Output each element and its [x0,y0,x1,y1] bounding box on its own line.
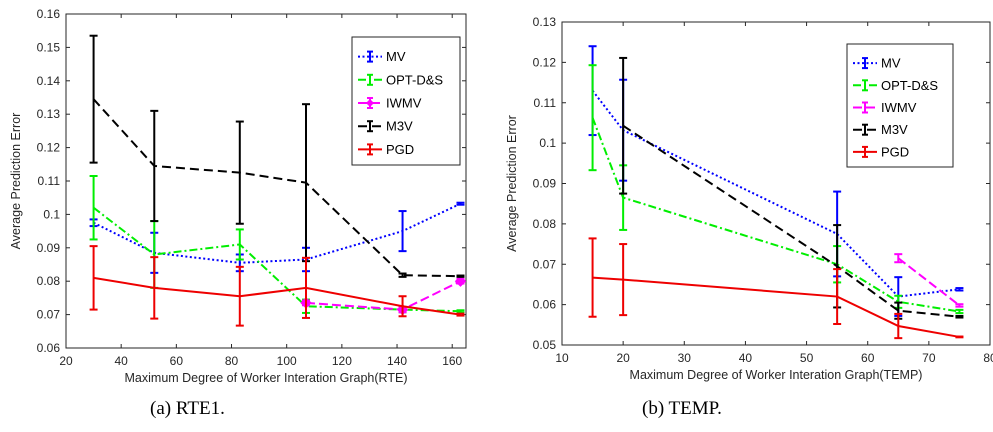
legend-label: IWMV [881,100,917,115]
y-tick-label: 0.13 [533,15,557,29]
data-point [454,275,467,287]
y-tick-label: 0.11 [38,174,61,188]
y-tick-label: 0.08 [533,217,557,231]
y-tick-label: 0.1 [43,207,60,221]
y-tick-label: 0.15 [37,40,61,54]
y-tick-label: 0.08 [37,274,61,288]
y-tick-label: 0.09 [37,241,61,255]
x-tick-label: 140 [387,354,407,368]
legend-label: PGD [386,142,414,157]
chart-panel-rte1: 20 40 60 80 100 120 140 160 0.06 0.07 0.08 0.09 0.1 0… [9,7,467,385]
caption-rte1: (a) RTE1. [150,398,225,419]
y-axis-label: Average Prediction Error [505,115,519,252]
y-tick-label: 0.06 [533,298,557,312]
y-tick-label: 0.1 [539,136,556,150]
x-tick-label: 40 [114,354,128,368]
legend-label: MV [881,56,901,71]
y-tick-label: 0.11 [534,96,557,110]
series-pgd [89,245,465,327]
series-pgd [588,237,964,340]
x-tick-label: 160 [442,354,462,368]
x-tick-label: 30 [678,351,692,365]
x-tick-label: 100 [277,354,297,368]
x-tick-label: 20 [616,351,630,365]
legend: MV OPT-D&S IWMV M3V PGD [351,36,461,166]
series-line [93,276,461,316]
series-iwmv [894,253,964,308]
legend-label: M3V [881,122,908,137]
legend-label: M3V [386,119,413,134]
x-tick-label: 20 [59,354,73,368]
legend-label: OPT-D&S [881,78,938,93]
series-line [92,206,461,313]
x-tick-label: 60 [170,354,184,368]
y-tick-label: 0.06 [37,341,61,355]
x-tick-label: 60 [861,351,875,365]
series-line [622,124,960,318]
y-tick-label: 0.07 [533,257,557,271]
y-tick-label: 0.13 [37,107,61,121]
y-axis-label: Average Prediction Error [9,113,23,250]
x-tick-label: 70 [922,351,936,365]
legend-label: IWMV [386,96,422,111]
x-axis-label: Maximum Degree of Worker Interation Grap… [125,371,408,385]
chart-panel-temp: 10 20 30 40 50 60 70 80 0.05 0.06 0.07 0.08 0.09 0.1 0… [505,15,993,382]
legend-label: OPT-D&S [386,72,443,87]
series-m3v [89,34,465,278]
y-tick-label: 0.14 [37,74,61,88]
x-tick-label: 80 [225,354,239,368]
y-tick-label: 0.12 [533,55,557,69]
x-tick-label: 50 [800,351,814,365]
series-line [591,90,960,298]
y-tick-label: 0.07 [37,308,61,322]
legend-marker [366,99,374,107]
x-tick-label: 10 [555,351,569,365]
legend-label: PGD [881,144,909,159]
x-tick-label: 40 [739,351,753,365]
x-axis-label: Maximum Degree of Worker Interation Grap… [630,368,923,382]
x-tick-label: 80 [983,351,993,365]
series-line [92,98,461,278]
y-tick-label: 0.16 [37,7,61,21]
legend-label: MV [386,49,406,64]
legend: MV OPT-D&S IWMV M3V PGD [846,43,954,168]
y-tick-label: 0.05 [533,338,557,352]
caption-temp: (b) TEMP. [642,398,722,419]
x-tick-label: 120 [332,354,352,368]
y-tick-label: 0.09 [533,177,557,191]
y-tick-label: 0.12 [37,141,61,155]
